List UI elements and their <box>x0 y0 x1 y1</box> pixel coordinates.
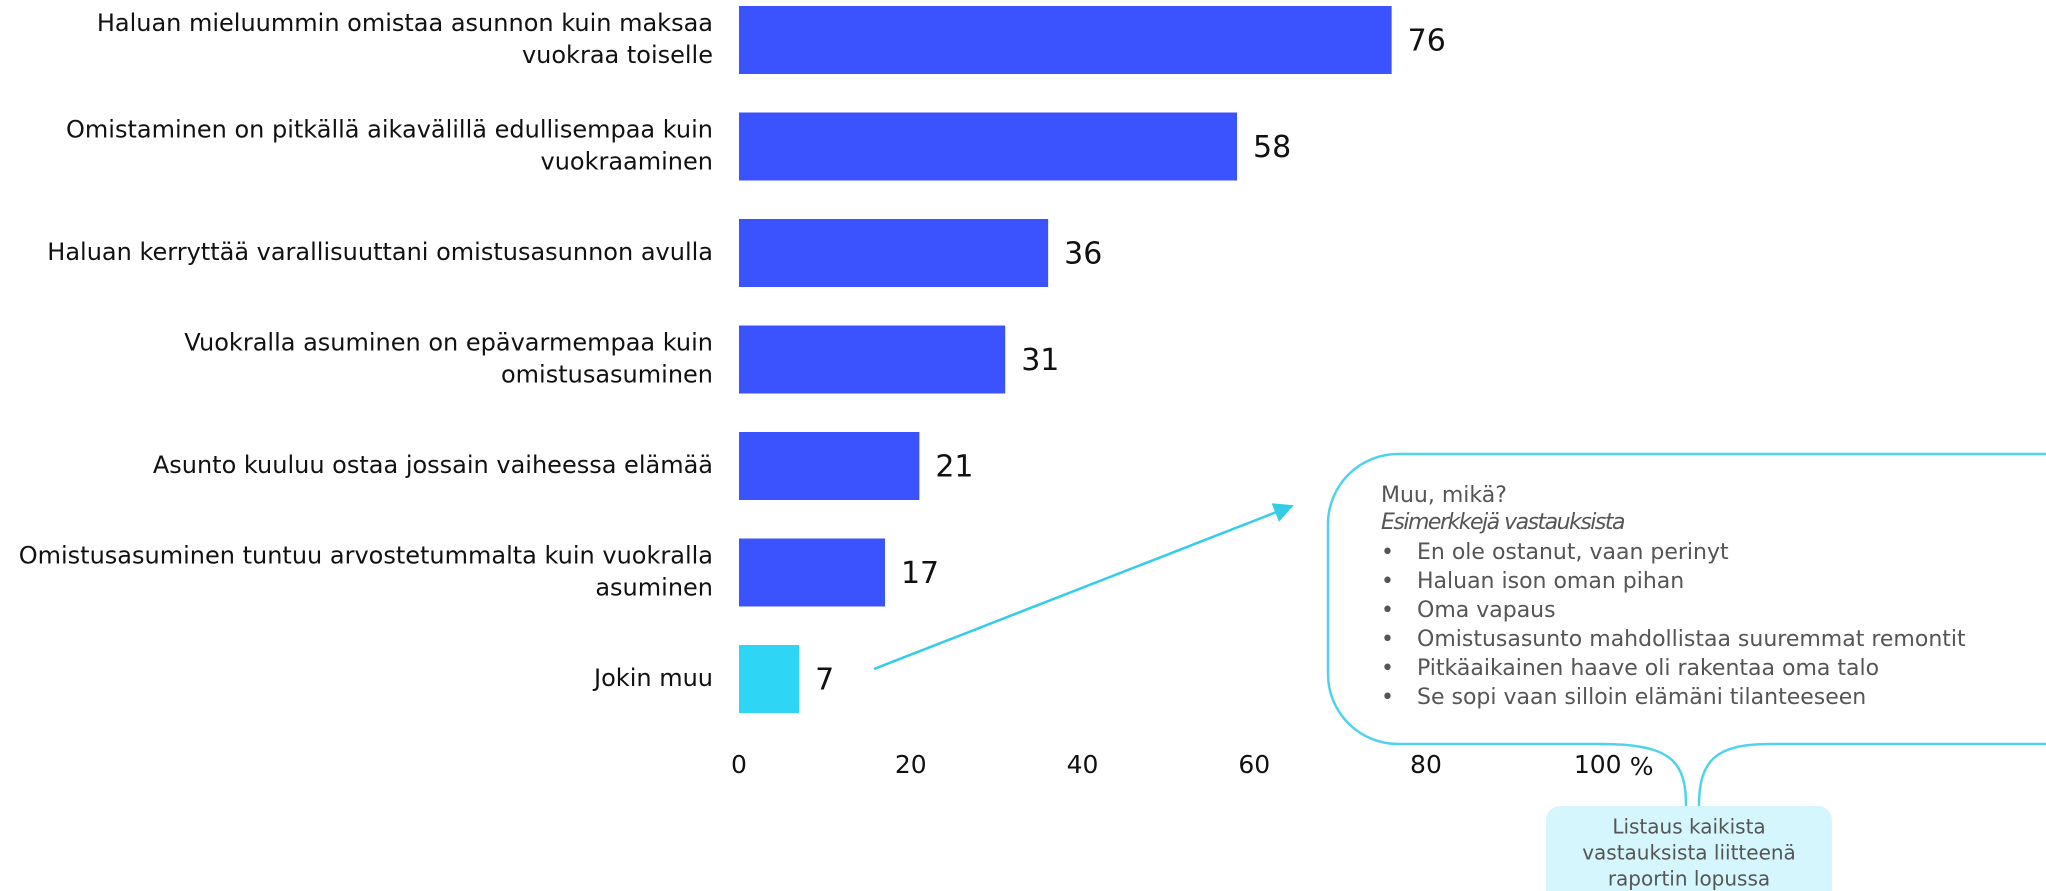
bar <box>739 538 885 607</box>
bar <box>739 219 1049 287</box>
callout-item: En ole ostanut, vaan perinyt <box>1417 540 1729 565</box>
callout-title: Muu, mikä? <box>1381 483 1507 508</box>
bullet: • <box>1381 685 1394 710</box>
note-line: Listaus kaikista <box>1612 815 1765 839</box>
bullet: • <box>1381 598 1394 623</box>
x-tick-label: 60 <box>1238 750 1270 779</box>
callout-item: Pitkäaikainen haave oli rakentaa oma tal… <box>1417 656 1879 681</box>
value-label: 76 <box>1408 24 1446 59</box>
category-label: Haluan mieluummin omistaa asunnon kuin m… <box>97 9 713 69</box>
bubble-tail <box>1697 742 1771 807</box>
x-tick-label: 20 <box>895 750 927 779</box>
callout-item: Oma vapaus <box>1417 598 1556 623</box>
x-tick-label: 100 <box>1574 750 1622 779</box>
note-line: vastauksista liitteenä <box>1582 841 1796 865</box>
value-label: 17 <box>901 556 939 591</box>
bar <box>739 432 920 500</box>
value-label: 58 <box>1253 130 1291 165</box>
bar <box>739 6 1392 74</box>
value-label: 7 <box>815 663 834 698</box>
bar <box>739 645 800 713</box>
bullet: • <box>1381 656 1394 681</box>
bubble-tail <box>1599 742 1688 807</box>
value-label: 36 <box>1064 237 1102 272</box>
bullet: • <box>1381 627 1394 652</box>
bubble-gap <box>1600 740 1770 750</box>
note-line: raportin lopussa <box>1608 867 1770 891</box>
value-label: 31 <box>1021 343 1059 378</box>
category-label: Jokin muu <box>592 664 713 692</box>
x-tick-label: 40 <box>1067 750 1099 779</box>
note-box <box>1546 806 1832 891</box>
arrow <box>873 503 1294 671</box>
bullet: • <box>1381 540 1394 565</box>
category-label: Asunto kuuluu ostaa jossain vaiheessa el… <box>153 451 713 479</box>
category-label: Omistusasuminen tuntuu arvostetummalta k… <box>19 542 713 602</box>
bar <box>739 325 1006 394</box>
callout-item: Se sopi vaan silloin elämäni tilanteesee… <box>1417 685 1866 710</box>
value-label: 21 <box>935 450 973 485</box>
x-tick-label: 80 <box>1410 750 1442 779</box>
category-label: Vuokralla asuminen on epävarmempaa kuin o… <box>184 329 713 389</box>
x-tick-label: 0 <box>731 750 747 779</box>
callout-item: Haluan ison oman pihan <box>1417 569 1684 594</box>
bullet: • <box>1381 569 1394 594</box>
category-label: Haluan kerryttää varallisuuttani omistus… <box>47 238 713 266</box>
bar <box>739 112 1238 181</box>
category-label: Omistaminen on pitkällä aikavälillä edul… <box>66 116 713 176</box>
callout-item: Omistusasunto mahdollistaa suuremmat rem… <box>1417 627 1966 652</box>
x-unit: % <box>1630 752 1654 781</box>
callout-subtitle: Esimerkkejä vastauksista <box>1381 510 1625 535</box>
